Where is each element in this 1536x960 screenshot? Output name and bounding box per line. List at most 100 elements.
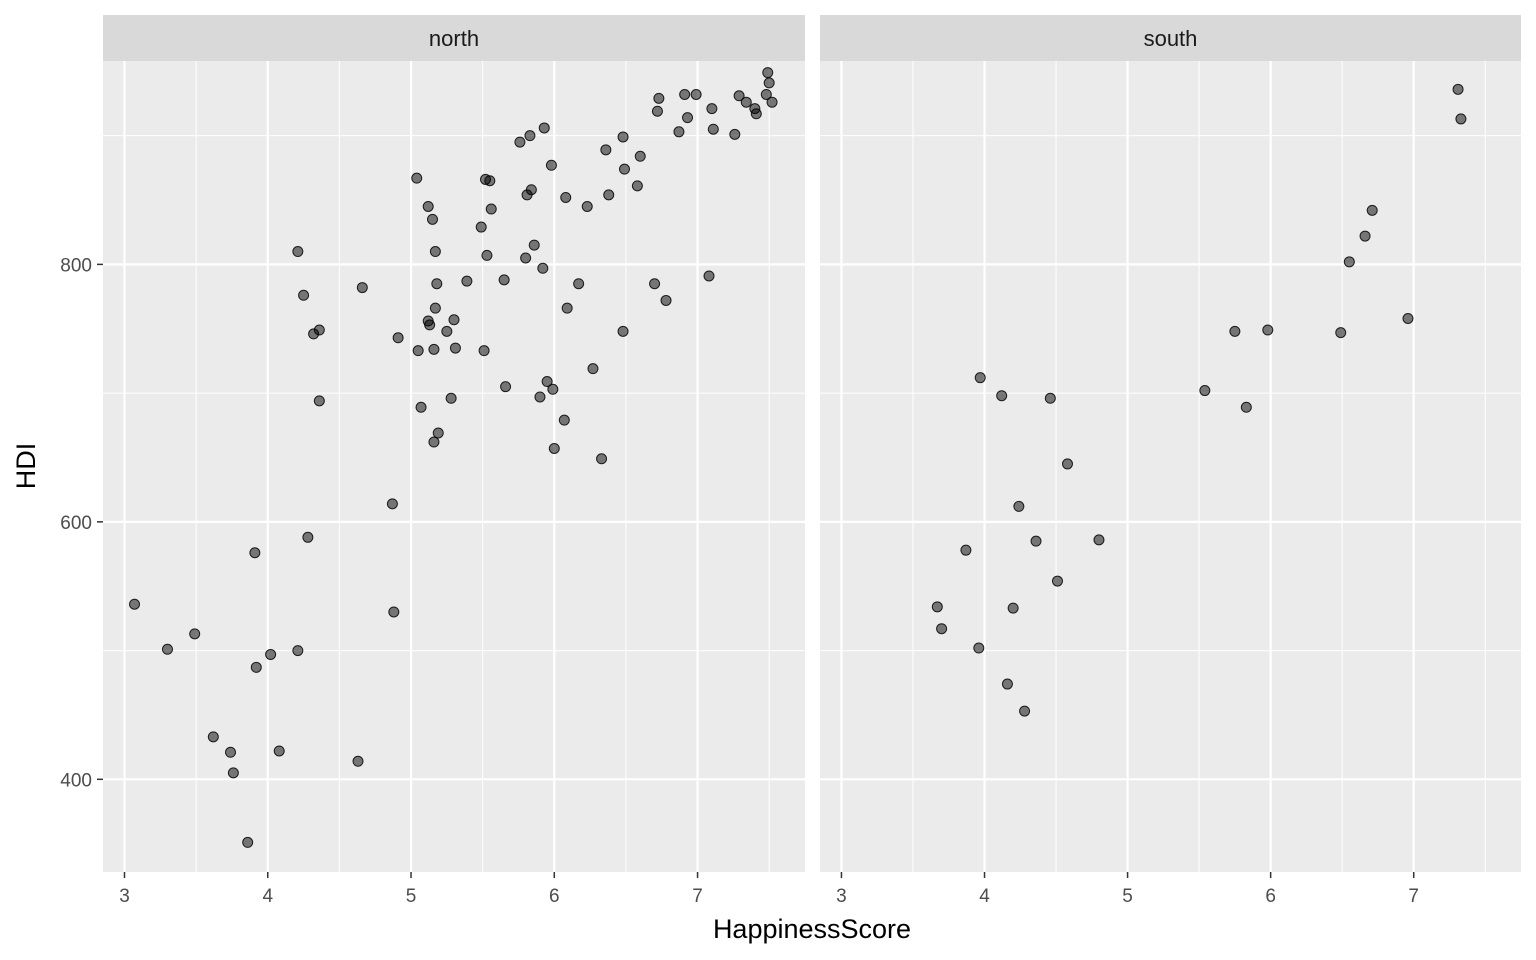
data-point xyxy=(545,159,557,171)
data-point xyxy=(1061,458,1073,470)
data-point xyxy=(227,767,239,779)
x-tick-label: 7 xyxy=(692,886,703,907)
x-tick-label: 5 xyxy=(406,886,417,907)
x-tick-label: 7 xyxy=(1408,886,1419,907)
x-tick-label: 3 xyxy=(836,886,847,907)
data-point xyxy=(1001,678,1013,690)
data-point xyxy=(679,88,691,100)
x-tick-label: 3 xyxy=(119,886,130,907)
data-point xyxy=(618,163,630,175)
data-point xyxy=(1229,325,1241,337)
data-point xyxy=(703,270,715,282)
data-point xyxy=(481,249,493,261)
data-point xyxy=(292,246,304,258)
data-point xyxy=(448,314,460,326)
data-point xyxy=(649,278,661,290)
data-point xyxy=(411,172,423,184)
data-point xyxy=(617,325,629,337)
data-point xyxy=(1093,534,1105,546)
data-point xyxy=(500,381,512,393)
data-point xyxy=(573,278,585,290)
data-point xyxy=(1007,602,1019,614)
data-point xyxy=(428,343,440,355)
data-point xyxy=(581,200,593,212)
data-point xyxy=(1366,204,1378,216)
panel-background xyxy=(103,61,805,872)
panel-north: north xyxy=(103,15,805,872)
data-point xyxy=(129,598,141,610)
data-point xyxy=(1019,705,1031,717)
data-point xyxy=(429,246,441,258)
data-point xyxy=(1343,256,1355,268)
data-point xyxy=(740,96,752,108)
data-point xyxy=(760,88,772,100)
y-axis-title: HDI xyxy=(11,443,41,490)
x-axis-title: HappinessScore xyxy=(713,914,911,944)
x-tick-label: 6 xyxy=(1265,886,1276,907)
data-point xyxy=(428,436,440,448)
data-point xyxy=(603,189,615,201)
data-point xyxy=(766,96,778,108)
data-point xyxy=(534,391,546,403)
data-point xyxy=(429,302,441,314)
data-point xyxy=(706,103,718,115)
data-point xyxy=(1044,392,1056,404)
panel-south: south xyxy=(820,15,1521,872)
data-point xyxy=(682,112,694,124)
panels-group: north south xyxy=(103,15,1521,872)
data-point xyxy=(1262,324,1274,336)
facet-strip-label: south xyxy=(1144,26,1198,51)
data-point xyxy=(558,414,570,426)
data-point xyxy=(707,123,719,135)
data-point xyxy=(249,547,261,559)
data-point xyxy=(265,648,277,660)
data-point xyxy=(634,150,646,162)
data-point xyxy=(498,274,510,286)
data-point xyxy=(651,105,663,117)
data-point xyxy=(313,395,325,407)
data-point xyxy=(660,294,672,306)
data-point xyxy=(541,376,553,388)
x-axis: 3 4 5 6 7 3 4 5 6 7 xyxy=(119,872,1419,907)
data-point xyxy=(617,131,629,143)
data-point xyxy=(1051,575,1063,587)
data-point xyxy=(242,836,254,848)
data-point xyxy=(1335,327,1347,339)
panel-background xyxy=(820,61,1521,872)
data-point xyxy=(424,319,436,331)
data-point xyxy=(431,278,443,290)
data-point xyxy=(250,661,262,673)
y-tick-label: 600 xyxy=(60,513,92,534)
data-point xyxy=(936,623,948,635)
data-point xyxy=(538,122,550,134)
data-point xyxy=(960,544,972,556)
data-point xyxy=(1455,113,1467,125)
facet-strip-label: north xyxy=(429,26,479,51)
y-axis: 400 600 800 xyxy=(60,255,103,791)
data-point xyxy=(386,498,398,510)
data-point xyxy=(273,745,285,757)
data-point xyxy=(974,372,986,384)
data-point xyxy=(388,606,400,618)
data-point xyxy=(1013,500,1025,512)
data-point xyxy=(427,213,439,225)
data-point xyxy=(690,88,702,100)
data-point xyxy=(1199,385,1211,397)
data-point xyxy=(973,642,985,654)
x-tick-label: 5 xyxy=(1122,886,1133,907)
data-point xyxy=(750,108,762,120)
data-point xyxy=(478,345,490,357)
data-point xyxy=(600,144,612,156)
data-point xyxy=(537,262,549,274)
data-point xyxy=(587,363,599,375)
data-point xyxy=(1452,83,1464,95)
data-point xyxy=(561,302,573,314)
data-point xyxy=(207,731,219,743)
data-point xyxy=(485,203,497,215)
data-point xyxy=(931,601,943,613)
data-point xyxy=(762,67,774,79)
data-point xyxy=(1359,230,1371,242)
data-point xyxy=(528,239,540,251)
data-point xyxy=(441,325,453,337)
